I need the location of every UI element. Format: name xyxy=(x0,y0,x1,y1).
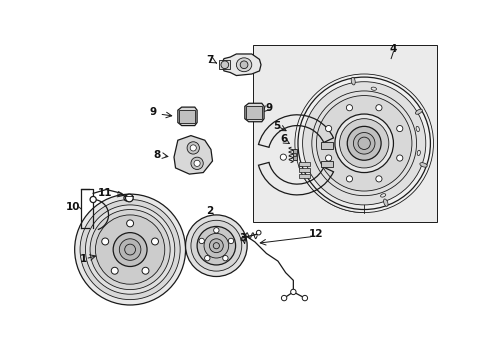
Circle shape xyxy=(396,155,402,161)
Circle shape xyxy=(197,226,235,265)
Circle shape xyxy=(187,142,199,154)
Circle shape xyxy=(334,114,393,172)
Text: 11: 11 xyxy=(97,188,112,198)
Bar xyxy=(292,149,297,160)
Circle shape xyxy=(346,176,352,182)
Polygon shape xyxy=(178,107,197,126)
Circle shape xyxy=(256,230,261,235)
Circle shape xyxy=(113,233,147,266)
Ellipse shape xyxy=(380,194,385,197)
Text: 6: 6 xyxy=(343,179,350,189)
Circle shape xyxy=(95,215,164,284)
Polygon shape xyxy=(174,136,212,174)
Circle shape xyxy=(90,197,96,203)
Text: 9: 9 xyxy=(264,103,272,113)
Text: 8: 8 xyxy=(153,150,161,160)
Circle shape xyxy=(316,95,411,191)
Text: 4: 4 xyxy=(389,44,396,54)
Bar xyxy=(298,168,309,172)
Circle shape xyxy=(281,295,286,301)
Circle shape xyxy=(339,119,388,168)
Circle shape xyxy=(119,239,141,260)
Circle shape xyxy=(102,238,108,245)
Circle shape xyxy=(123,195,130,201)
Text: 9: 9 xyxy=(149,108,157,117)
Circle shape xyxy=(90,210,170,289)
Bar xyxy=(253,45,436,222)
Polygon shape xyxy=(221,54,261,76)
Ellipse shape xyxy=(419,163,427,167)
Circle shape xyxy=(228,238,233,244)
Ellipse shape xyxy=(236,58,251,72)
Circle shape xyxy=(294,74,432,213)
Text: 12: 12 xyxy=(308,229,323,239)
Bar xyxy=(293,153,296,156)
Circle shape xyxy=(213,228,219,233)
Circle shape xyxy=(203,233,228,258)
Ellipse shape xyxy=(416,150,420,156)
Text: 5: 5 xyxy=(272,121,280,131)
Ellipse shape xyxy=(370,87,376,90)
Circle shape xyxy=(125,194,133,202)
Bar xyxy=(246,106,261,119)
Bar xyxy=(320,161,332,167)
Circle shape xyxy=(185,215,246,276)
Circle shape xyxy=(75,194,185,305)
Circle shape xyxy=(190,220,241,271)
Circle shape xyxy=(209,239,223,253)
Circle shape xyxy=(353,132,374,154)
Circle shape xyxy=(221,61,228,69)
Circle shape xyxy=(325,155,331,161)
Wedge shape xyxy=(299,143,364,213)
Circle shape xyxy=(375,176,381,182)
Ellipse shape xyxy=(240,61,247,69)
Circle shape xyxy=(194,160,200,166)
Bar xyxy=(179,110,194,122)
Circle shape xyxy=(280,154,286,160)
Text: 1: 1 xyxy=(80,254,87,264)
Bar xyxy=(298,174,309,178)
Circle shape xyxy=(396,126,402,132)
Bar xyxy=(298,162,309,166)
Circle shape xyxy=(142,267,149,274)
Circle shape xyxy=(126,220,133,227)
Circle shape xyxy=(346,126,380,160)
Circle shape xyxy=(111,267,118,274)
Polygon shape xyxy=(244,103,264,122)
Ellipse shape xyxy=(415,126,419,132)
Circle shape xyxy=(190,145,196,151)
Circle shape xyxy=(375,105,381,111)
Text: 2: 2 xyxy=(206,206,213,216)
Ellipse shape xyxy=(383,199,387,206)
Circle shape xyxy=(199,238,204,244)
Circle shape xyxy=(346,105,352,111)
Circle shape xyxy=(204,256,209,261)
Bar xyxy=(219,60,230,69)
Text: 3: 3 xyxy=(239,233,246,243)
Text: 6: 6 xyxy=(280,134,287,144)
Circle shape xyxy=(222,256,227,261)
Circle shape xyxy=(290,289,295,294)
Circle shape xyxy=(325,126,331,132)
Circle shape xyxy=(80,199,180,300)
Bar xyxy=(320,143,332,149)
Circle shape xyxy=(302,82,425,205)
Circle shape xyxy=(85,205,174,294)
Text: 10: 10 xyxy=(66,202,80,212)
Ellipse shape xyxy=(350,77,354,85)
Text: 7: 7 xyxy=(206,55,213,65)
Circle shape xyxy=(302,295,307,301)
Circle shape xyxy=(190,157,203,170)
Circle shape xyxy=(151,238,158,245)
Ellipse shape xyxy=(414,109,422,114)
